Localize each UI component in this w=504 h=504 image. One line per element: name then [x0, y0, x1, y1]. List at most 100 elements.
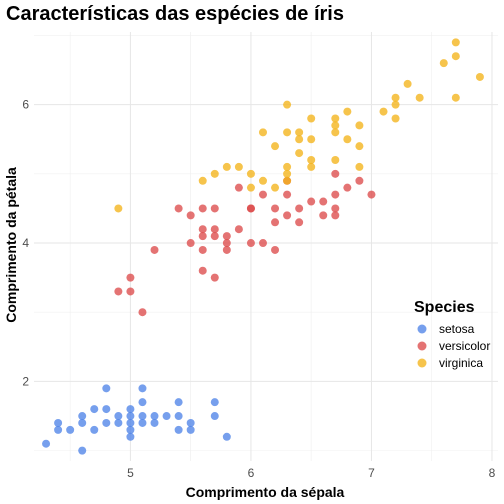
data-point-versicolor [246, 204, 255, 213]
data-point-setosa [102, 405, 111, 414]
data-point-versicolor [234, 225, 243, 234]
data-point-virginica [234, 162, 243, 171]
data-point-versicolor [126, 287, 135, 296]
data-point-versicolor [198, 245, 207, 254]
data-point-versicolor [319, 211, 328, 220]
data-point-setosa [126, 418, 135, 427]
data-point-setosa [78, 446, 87, 455]
data-point-virginica [307, 162, 316, 171]
data-point-virginica [355, 142, 364, 151]
data-point-virginica [283, 162, 292, 171]
data-point-versicolor [331, 211, 340, 220]
data-point-versicolor [367, 190, 376, 199]
data-point-setosa [150, 412, 159, 421]
data-point-setosa [186, 418, 195, 427]
tick-labels: 5 6 7 8 2 4 6 [22, 98, 495, 480]
data-point-virginica [198, 176, 207, 185]
data-point-virginica [331, 128, 340, 137]
x-tick-label: 5 [127, 466, 134, 480]
data-point-versicolor [114, 287, 123, 296]
data-point-virginica [331, 121, 340, 130]
data-point-versicolor [355, 176, 364, 185]
data-point-virginica [295, 135, 304, 144]
y-axis-title: Comprimento da pétala [3, 167, 19, 323]
data-point-virginica [258, 176, 267, 185]
data-point-setosa [138, 418, 147, 427]
data-point-setosa [138, 412, 147, 421]
data-point-versicolor [331, 204, 340, 213]
y-tick-label: 2 [22, 374, 29, 388]
data-point-virginica [391, 93, 400, 102]
data-point-setosa [138, 398, 147, 407]
data-point-setosa [138, 384, 147, 393]
data-point-virginica [258, 128, 267, 137]
data-point-versicolor [210, 225, 219, 234]
data-point-setosa [102, 384, 111, 393]
data-point-versicolor [222, 232, 231, 241]
data-point-virginica [283, 128, 292, 137]
x-axis-title: Comprimento da sépala [186, 484, 345, 500]
data-point-setosa [102, 418, 111, 427]
data-point-versicolor [271, 245, 280, 254]
data-point-virginica [415, 93, 424, 102]
data-point-setosa [150, 418, 159, 427]
legend-label-setosa: setosa [439, 322, 475, 336]
data-point-setosa [126, 432, 135, 441]
data-point-setosa [162, 412, 171, 421]
data-point-virginica [283, 169, 292, 178]
data-point-setosa [54, 425, 63, 434]
data-point-versicolor [258, 239, 267, 248]
data-point-versicolor [319, 197, 328, 206]
data-point-versicolor [343, 183, 352, 192]
data-point-versicolor [198, 204, 207, 213]
data-point-versicolor [222, 245, 231, 254]
data-point-versicolor [150, 245, 159, 254]
data-point-versicolor [126, 273, 135, 282]
data-point-virginica [295, 149, 304, 158]
data-point-versicolor [331, 169, 340, 178]
data-point-virginica [451, 93, 460, 102]
data-point-versicolor [186, 211, 195, 220]
data-point-versicolor [198, 266, 207, 275]
data-point-versicolor [210, 232, 219, 241]
data-point-setosa [174, 398, 183, 407]
chart-title: Características das espécies de íris [6, 3, 344, 25]
data-point-virginica [307, 135, 316, 144]
data-point-setosa [78, 412, 87, 421]
data-point-setosa [90, 425, 99, 434]
data-point-setosa [210, 412, 219, 421]
legend-key-setosa [417, 324, 427, 334]
data-point-virginica [271, 183, 280, 192]
data-point-versicolor [295, 204, 304, 213]
data-point-versicolor [307, 197, 316, 206]
y-tick-label: 4 [22, 236, 29, 250]
data-point-virginica [355, 162, 364, 171]
data-point-virginica [331, 114, 340, 123]
data-point-virginica [283, 100, 292, 109]
data-point-versicolor [186, 239, 195, 248]
data-point-setosa [54, 418, 63, 427]
data-point-versicolor [210, 204, 219, 213]
data-point-versicolor [234, 183, 243, 192]
data-point-versicolor [271, 218, 280, 227]
data-point-virginica [271, 142, 280, 151]
y-tick-label: 6 [22, 98, 29, 112]
legend-items: setosa versicolor virginica [417, 322, 490, 370]
x-tick-label: 8 [489, 466, 496, 480]
data-point-versicolor [295, 218, 304, 227]
legend-label-virginica: virginica [439, 356, 483, 370]
legend-key-versicolor [417, 341, 427, 351]
data-point-versicolor [198, 225, 207, 234]
data-point-virginica [355, 121, 364, 130]
legend: Species setosa versicolor virginica [414, 299, 490, 370]
data-point-setosa [114, 412, 123, 421]
data-point-setosa [126, 405, 135, 414]
data-point-virginica [451, 52, 460, 61]
data-point-versicolor [174, 204, 183, 213]
data-point-versicolor [210, 273, 219, 282]
data-point-setosa [114, 418, 123, 427]
data-point-setosa [174, 412, 183, 421]
data-point-versicolor [271, 204, 280, 213]
data-point-virginica [114, 204, 123, 213]
